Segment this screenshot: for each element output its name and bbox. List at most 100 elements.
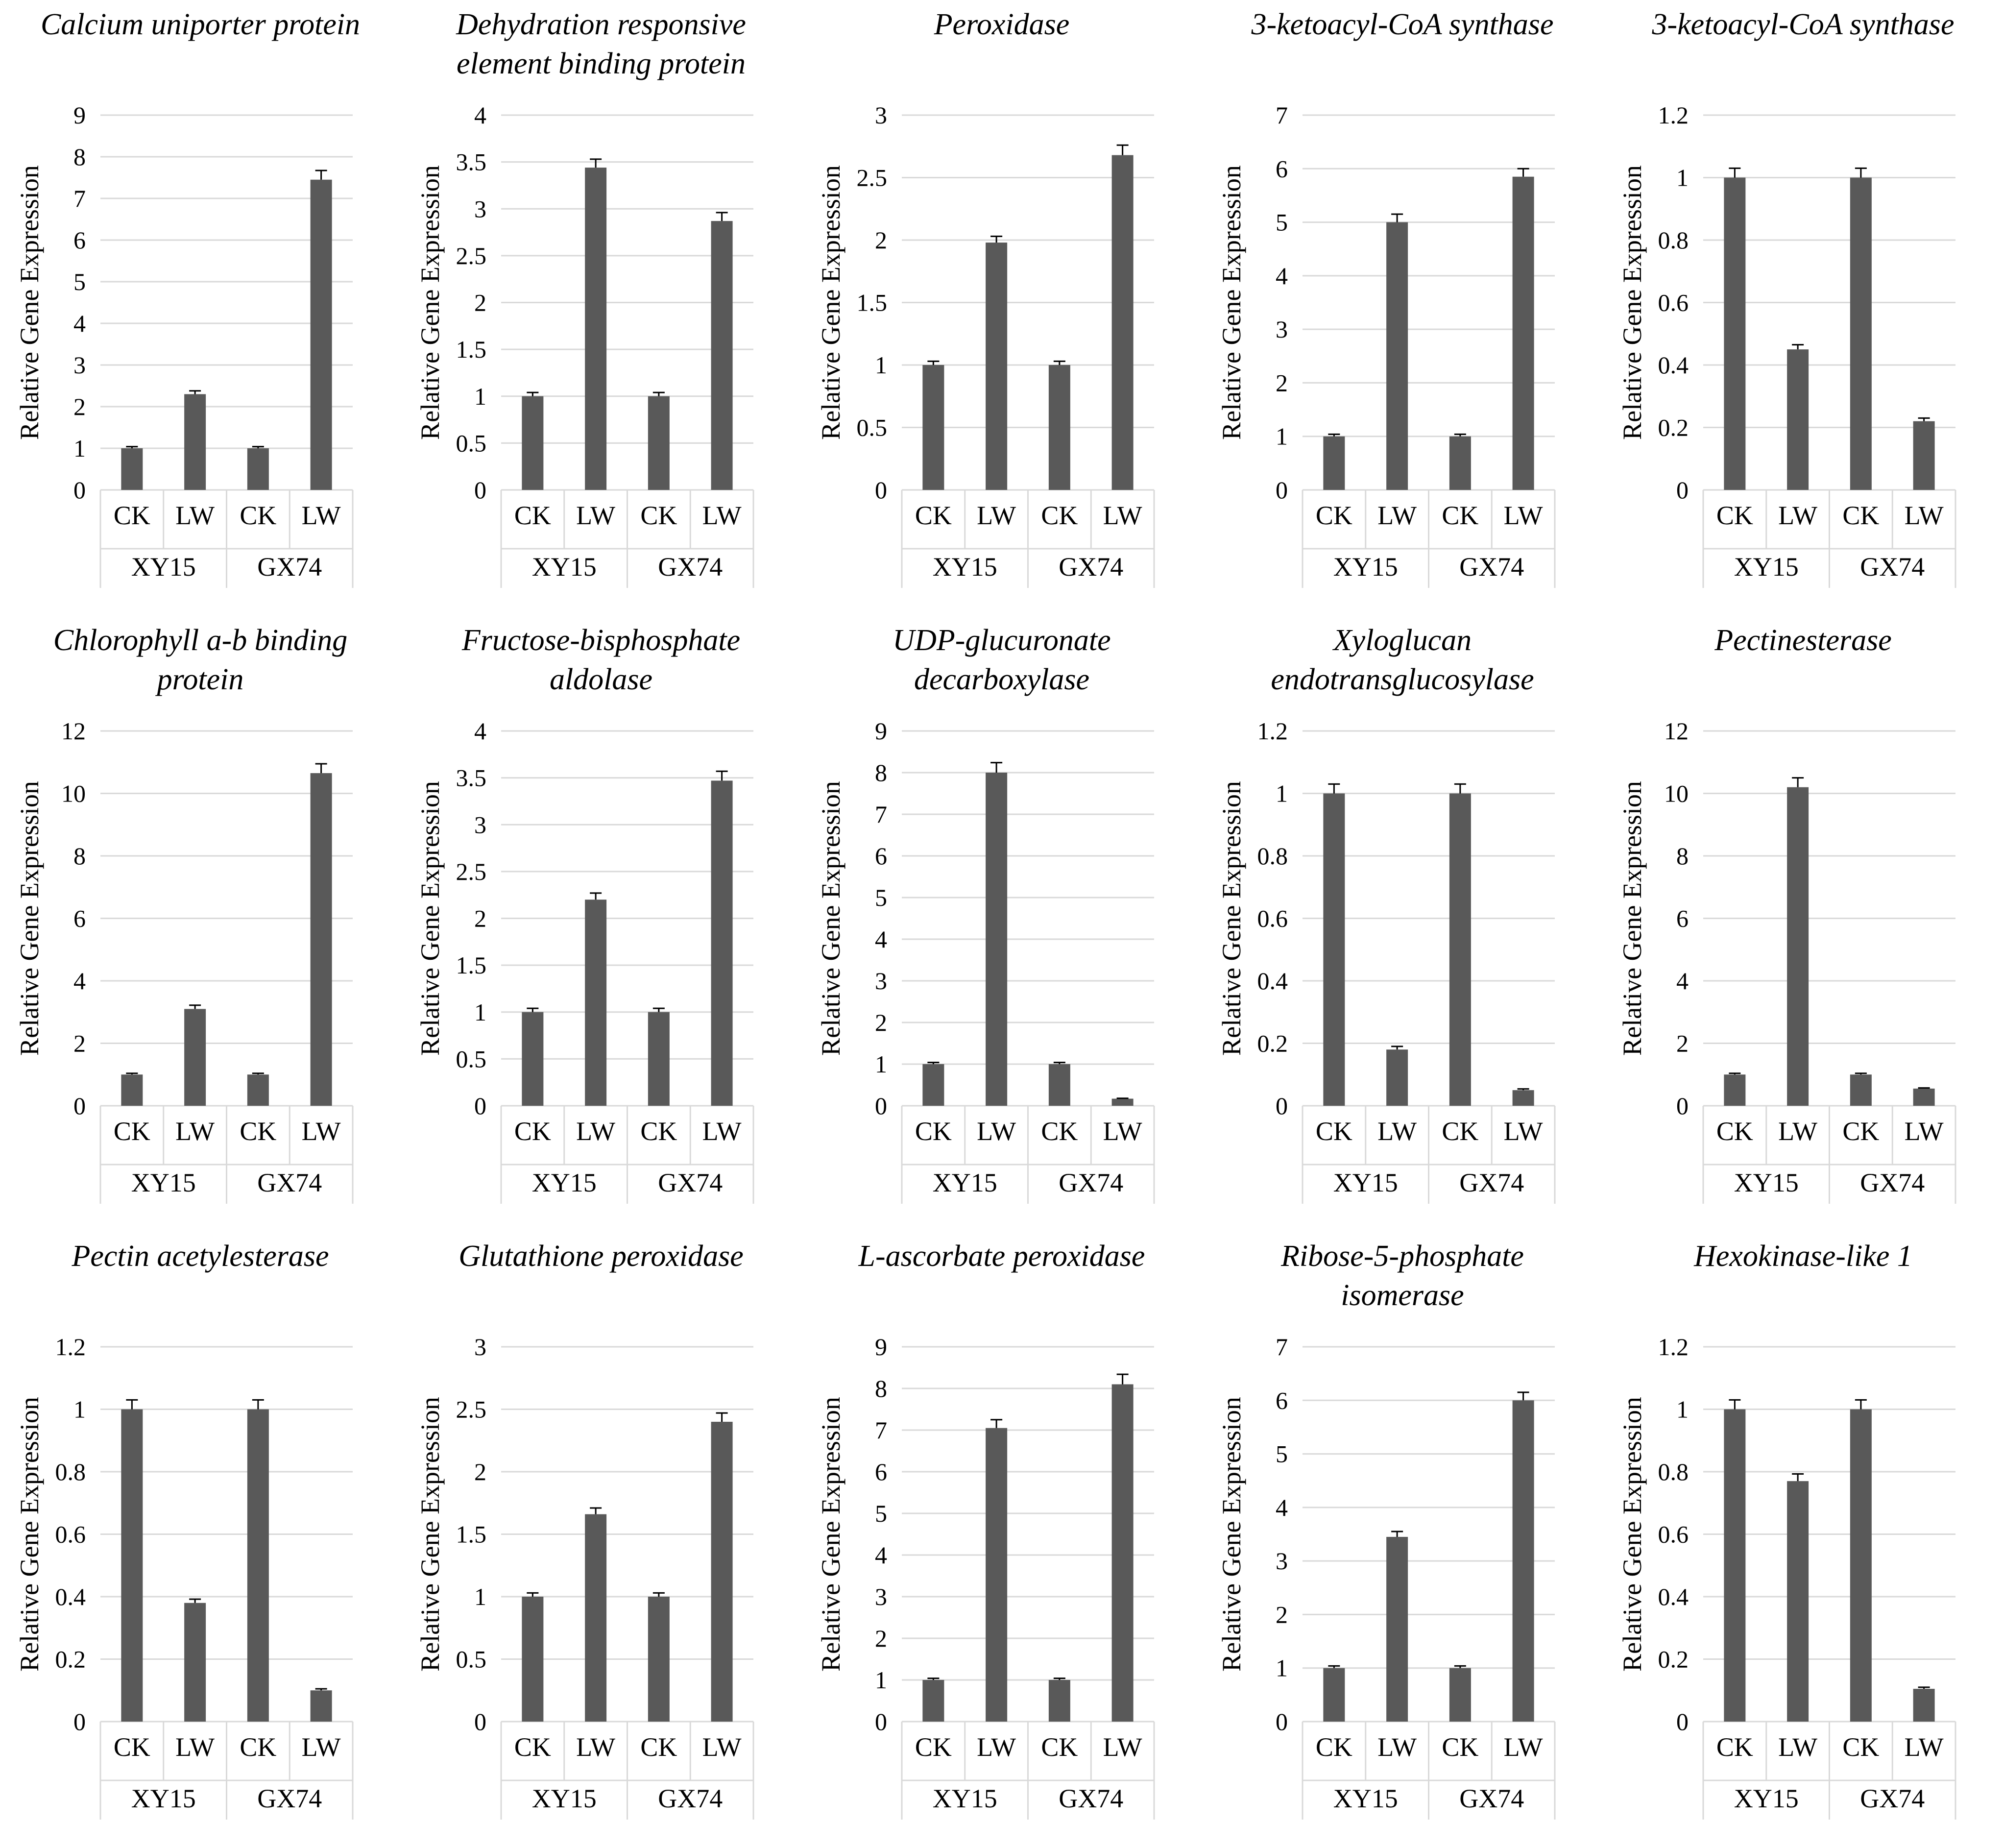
error-bar xyxy=(590,1507,602,1514)
y-tick-label: 8 xyxy=(1676,842,1689,870)
category-label: LW xyxy=(702,1732,742,1762)
error-bar xyxy=(1116,1373,1129,1385)
y-axis-label: Relative Gene Expression xyxy=(415,781,445,1056)
error-bar xyxy=(1328,433,1340,437)
bar-chart: 0 0.2 0.4 0.6 0.8 1 1.2 CK LW CK LW XY15 GX74 Relativ… xyxy=(1617,1333,1956,1820)
y-tick-label: 1.2 xyxy=(1658,101,1689,129)
y-tick-label: 7 xyxy=(875,801,887,828)
y-tick-label: 1.2 xyxy=(1257,717,1288,745)
y-tick-label: 0.2 xyxy=(55,1646,86,1673)
y-tick-label: 2 xyxy=(474,289,486,316)
y-tick-label: 0 xyxy=(73,1092,86,1119)
chart-title: Peroxidase xyxy=(934,8,1070,41)
group-label: GX74 xyxy=(658,1784,723,1813)
group-label: XY15 xyxy=(1333,1168,1398,1197)
error-bar xyxy=(590,892,602,900)
y-tick-label: 3.5 xyxy=(456,148,487,176)
error-bar xyxy=(1729,167,1741,178)
category-label: LW xyxy=(1905,1117,1944,1146)
y-tick-label: 8 xyxy=(875,1375,887,1402)
y-tick-label: 0.6 xyxy=(1658,1521,1689,1548)
bar xyxy=(1787,787,1809,1106)
y-axis-label: Relative Gene Expression xyxy=(415,1397,445,1672)
chart-title: Pectinesterase xyxy=(1714,624,1892,657)
error-bar xyxy=(189,1004,201,1009)
bar xyxy=(1323,436,1345,490)
y-tick-label: 0.5 xyxy=(456,429,487,457)
y-tick-label: 2 xyxy=(474,1458,486,1485)
bar xyxy=(1850,1074,1872,1106)
y-tick-label: 0 xyxy=(1676,1708,1689,1735)
bar xyxy=(1787,1481,1809,1722)
bar xyxy=(922,1064,944,1106)
y-tick-label: 0 xyxy=(1676,476,1689,504)
y-tick-label: 1 xyxy=(1676,1396,1689,1423)
bar xyxy=(1724,177,1746,490)
bar xyxy=(184,394,206,490)
bar xyxy=(986,1428,1008,1722)
y-tick-label: 1 xyxy=(1276,423,1288,450)
y-tick-label: 5 xyxy=(875,1500,887,1527)
y-tick-label: 0.6 xyxy=(1658,289,1689,316)
chart-title: Hexokinase-like 1 xyxy=(1694,1240,1912,1273)
y-tick-label: 6 xyxy=(1276,1386,1288,1414)
y-tick-label: 1 xyxy=(1676,164,1689,192)
group-label: GX74 xyxy=(1459,1784,1524,1813)
y-tick-label: 2 xyxy=(1676,1030,1689,1057)
error-bar xyxy=(652,391,665,396)
bar xyxy=(986,773,1008,1106)
bar xyxy=(1449,436,1471,490)
group-label: GX74 xyxy=(1459,552,1524,582)
category-label: LW xyxy=(1905,501,1944,530)
bar-chart: 0 1 2 3 4 5 6 7 8 9 CK LW CK LW XY15 GX74 Relative Gene … xyxy=(15,101,354,588)
bar xyxy=(1323,1668,1345,1722)
category-label: CK xyxy=(1316,1117,1352,1146)
error-bar xyxy=(315,170,327,180)
bar xyxy=(1323,793,1345,1106)
y-tick-label: 0.4 xyxy=(1658,1583,1689,1610)
group-label: XY15 xyxy=(532,552,597,582)
error-bar xyxy=(252,446,264,448)
chart-title: Fructose-bisphosphate aldolase xyxy=(461,624,741,696)
bar xyxy=(522,1012,544,1106)
y-tick-label: 3.5 xyxy=(456,764,487,792)
error-bar xyxy=(1053,360,1065,365)
bar xyxy=(711,1422,733,1722)
y-tick-label: 3 xyxy=(875,101,887,129)
error-bar xyxy=(927,1678,940,1680)
y-axis-label: Relative Gene Expression xyxy=(15,781,44,1056)
y-tick-label: 0.2 xyxy=(1658,414,1689,441)
y-tick-label: 2 xyxy=(875,226,887,254)
y-tick-label: 1 xyxy=(875,1666,887,1694)
error-bar xyxy=(527,391,539,396)
group-label: XY15 xyxy=(933,1168,997,1197)
category-label: LW xyxy=(576,1732,615,1762)
category-label: CK xyxy=(114,501,150,530)
category-label: LW xyxy=(175,1732,215,1762)
y-tick-label: 1 xyxy=(1276,1654,1288,1682)
chart-panel: Pectinesterase 0 2 4 6 8 10 12 CK LW CK LW XY15 GX74 R… xyxy=(1603,616,2003,1232)
bar xyxy=(1787,349,1809,490)
y-tick-label: 4 xyxy=(1276,262,1288,290)
bar xyxy=(1724,1074,1746,1106)
error-bar xyxy=(1391,213,1403,222)
bar xyxy=(310,1690,332,1722)
y-axis-label: Relative Gene Expression xyxy=(816,1397,845,1672)
y-tick-label: 3 xyxy=(1276,316,1288,343)
chart-panel: Xyloglucan endotransglucosylase 0 0.2 0.4 0.… xyxy=(1202,616,1603,1232)
chart-title: Xyloglucan endotransglucosylase xyxy=(1271,624,1534,696)
chart-panel: Dehydration responsive element binding p… xyxy=(401,0,801,616)
chart-title: L-ascorbate peroxidase xyxy=(858,1240,1145,1273)
y-axis-label: Relative Gene Expression xyxy=(1217,165,1246,440)
category-label: LW xyxy=(302,501,341,530)
error-bar xyxy=(1517,1088,1529,1091)
group-label: XY15 xyxy=(532,1784,597,1813)
y-tick-label: 2.5 xyxy=(857,164,888,192)
bar xyxy=(922,365,944,490)
group-label: XY15 xyxy=(131,1168,196,1197)
error-bar xyxy=(1792,344,1804,350)
chart-panel: Ribose-5-phosphate isomerase 0 1 2 3 4 5 6 7 CK LW… xyxy=(1202,1232,1603,1848)
bar xyxy=(1449,793,1471,1106)
group-label: GX74 xyxy=(1860,1168,1925,1197)
bar xyxy=(1512,1400,1534,1722)
